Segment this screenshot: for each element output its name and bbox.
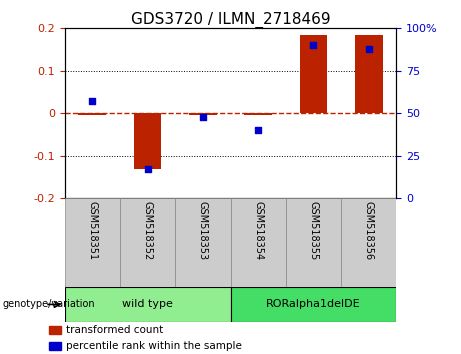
Bar <box>300 35 327 113</box>
Bar <box>48 326 61 334</box>
FancyBboxPatch shape <box>286 198 341 287</box>
FancyBboxPatch shape <box>230 198 286 287</box>
Point <box>310 42 317 48</box>
Text: GSM518354: GSM518354 <box>253 201 263 260</box>
Bar <box>355 35 383 113</box>
Text: GSM518355: GSM518355 <box>308 201 319 260</box>
Text: GSM518356: GSM518356 <box>364 201 374 260</box>
Text: GSM518351: GSM518351 <box>87 201 97 260</box>
Point <box>89 98 96 104</box>
Point <box>254 127 262 133</box>
Point <box>199 114 207 120</box>
FancyBboxPatch shape <box>230 287 396 322</box>
Bar <box>48 342 61 350</box>
FancyBboxPatch shape <box>65 287 230 322</box>
Text: genotype/variation: genotype/variation <box>2 299 95 309</box>
Point <box>144 166 151 172</box>
Point <box>365 46 372 52</box>
Text: GSM518352: GSM518352 <box>142 201 153 260</box>
FancyBboxPatch shape <box>175 198 230 287</box>
Bar <box>78 113 106 115</box>
Title: GDS3720 / ILMN_2718469: GDS3720 / ILMN_2718469 <box>130 12 331 28</box>
FancyBboxPatch shape <box>65 198 120 287</box>
Bar <box>134 113 161 169</box>
Bar <box>244 113 272 115</box>
Bar <box>189 113 217 115</box>
Text: wild type: wild type <box>122 299 173 309</box>
FancyBboxPatch shape <box>341 198 396 287</box>
FancyBboxPatch shape <box>120 198 175 287</box>
Text: transformed count: transformed count <box>66 325 164 335</box>
Text: percentile rank within the sample: percentile rank within the sample <box>66 341 242 351</box>
Text: RORalpha1delDE: RORalpha1delDE <box>266 299 361 309</box>
Text: GSM518353: GSM518353 <box>198 201 208 260</box>
